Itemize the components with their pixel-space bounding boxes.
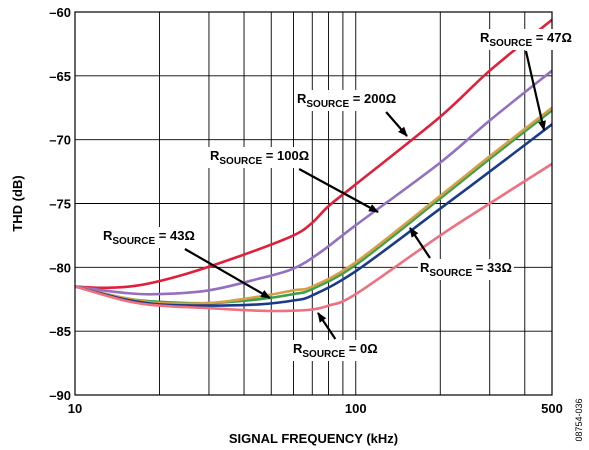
- annotation-arrow: [409, 227, 431, 259]
- x-axis-label: SIGNAL FREQUENCY (kHz): [229, 431, 398, 446]
- series-line-5: [74, 162, 553, 313]
- annotation-label: RSOURCE = 33Ω: [420, 260, 512, 279]
- annotation-3: RSOURCE = 43Ω: [101, 227, 271, 299]
- annotation-arrow: [184, 248, 271, 299]
- annotation-0: RSOURCE = 47Ω: [478, 29, 574, 131]
- annotation-4: RSOURCE = 33Ω: [409, 227, 514, 280]
- annotation-arrow: [385, 111, 408, 137]
- y-tick-label: –70: [49, 133, 71, 148]
- y-tick-label: –85: [49, 324, 71, 339]
- annotation-label: RSOURCE = 43Ω: [103, 228, 195, 247]
- annotation-arrow: [317, 312, 337, 340]
- y-tick-label: –65: [49, 69, 71, 84]
- annotation-2: RSOURCE = 100Ω: [208, 147, 379, 213]
- series-line-1: [74, 69, 553, 296]
- annotation-label: RSOURCE = 100Ω: [210, 148, 309, 167]
- annotation-bg: [418, 259, 514, 280]
- plot-frame: [74, 11, 553, 396]
- y-axis-label: THD (dB): [10, 175, 25, 231]
- figure-id: 08754-036: [574, 398, 584, 441]
- annotation-label: RSOURCE = 200Ω: [297, 91, 396, 110]
- y-tick-label: –80: [49, 260, 71, 275]
- annotation-label: RSOURCE = 0Ω: [293, 341, 378, 360]
- annotations: RSOURCE = 47Ω RSOURCE = 200Ω RSOURCE = 100…: [101, 29, 574, 361]
- series-lines: [74, 18, 553, 313]
- annotation-bg: [295, 90, 399, 111]
- y-tick-label: –90: [49, 388, 71, 403]
- y-tick-label: –75: [49, 197, 71, 212]
- annotation-1: RSOURCE = 200Ω: [295, 90, 408, 137]
- annotation-label: RSOURCE = 47Ω: [480, 30, 572, 49]
- x-tick-label: 100: [345, 401, 367, 416]
- annotation-arrow: [524, 50, 546, 131]
- annotation-5: RSOURCE = 0Ω: [291, 312, 380, 361]
- x-tick-label: 10: [68, 401, 82, 416]
- y-tick-label: –60: [49, 5, 71, 20]
- grid: [74, 11, 553, 396]
- y-tick-labels: –60 –65 –70 –75 –80 –85 –90: [49, 5, 71, 403]
- x-tick-label: 500: [541, 401, 563, 416]
- annotation-arrow: [298, 168, 379, 213]
- annotation-bg: [291, 340, 380, 361]
- annotation-bg: [478, 29, 574, 50]
- annotation-bg: [101, 227, 197, 248]
- x-tick-labels: 10 100 500: [68, 401, 563, 416]
- annotation-bg: [208, 147, 312, 168]
- series-line-0: [74, 18, 553, 290]
